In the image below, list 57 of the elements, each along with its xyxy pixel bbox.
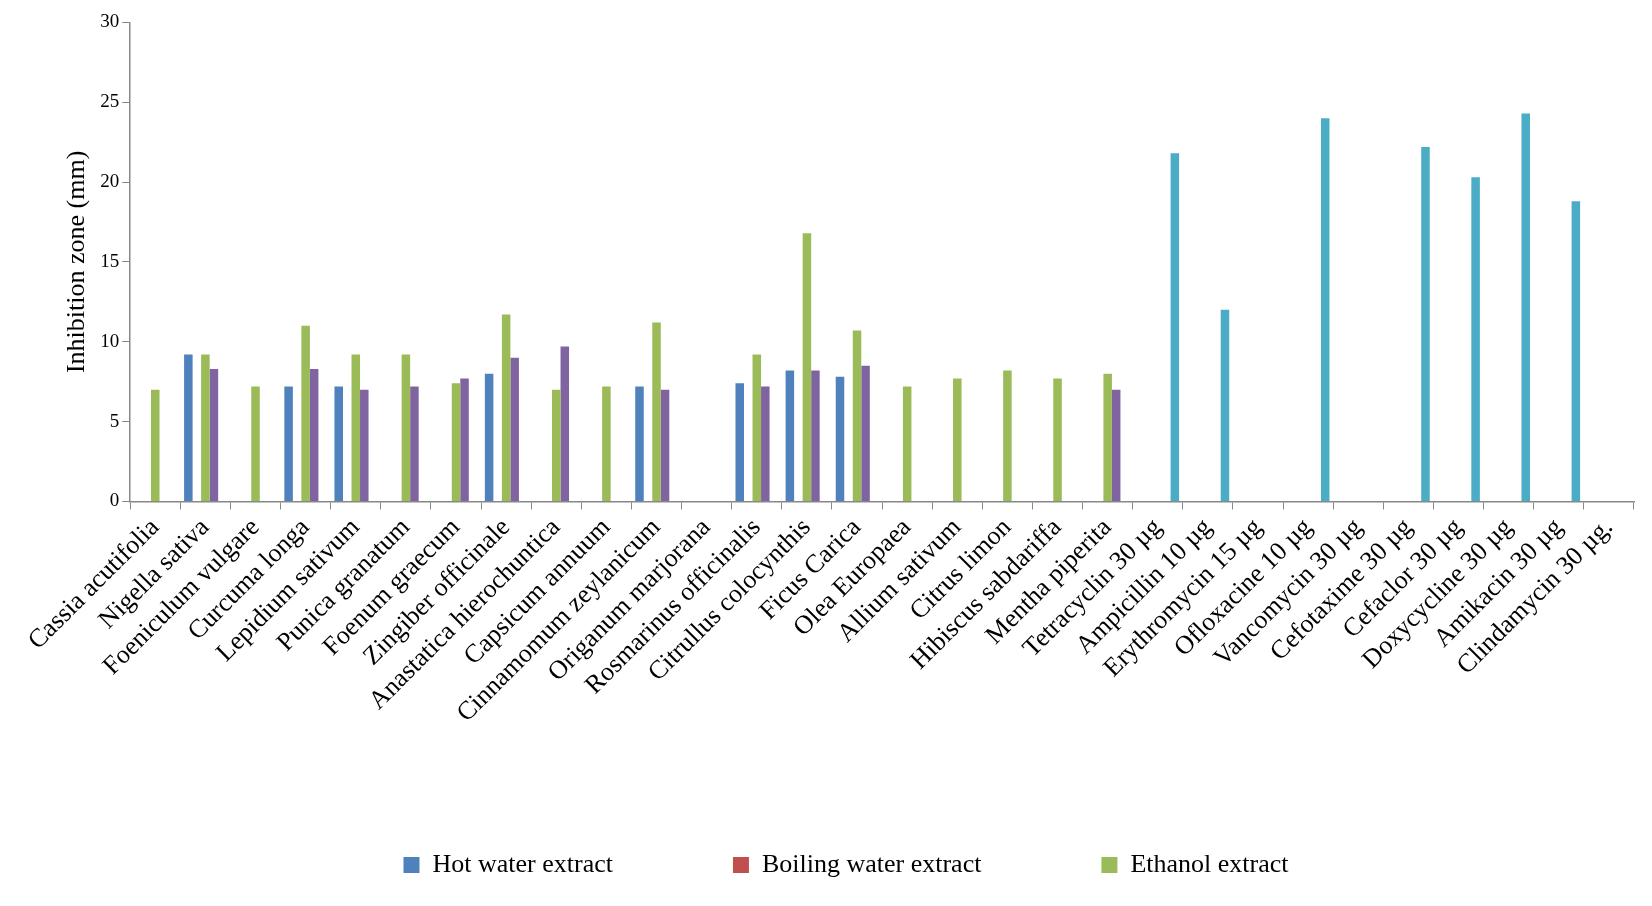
bar [501,314,511,501]
bar [460,378,469,501]
bar [652,322,661,501]
y-tick-label: 25 [100,90,120,112]
bar [1111,389,1121,501]
bar [1421,146,1430,501]
legend-label: Ethanol extract [1130,848,1290,878]
bar [1471,177,1480,501]
y-tick-label: 20 [100,170,120,192]
bar [752,354,762,501]
bar [1170,153,1180,501]
bar [953,378,962,501]
bar [761,386,770,501]
bar [151,389,160,501]
bar [410,386,419,501]
y-tick-label: 5 [109,409,120,431]
y-tick-label: 0 [109,489,120,511]
y-tick-label: 10 [100,329,120,351]
bar [209,368,219,501]
bar [660,389,670,501]
bar [351,354,361,501]
bar [861,365,870,501]
bar [284,386,293,501]
bar [1103,373,1112,501]
bar [1521,113,1530,501]
bar [1003,370,1012,501]
bar [334,386,343,501]
bar [785,370,795,501]
bar [1220,309,1230,501]
bar [1320,118,1330,501]
y-axis-title: Inhibition zone (mm) [61,150,91,374]
bar [552,389,561,501]
bar [835,376,845,501]
y-tick-label: 15 [100,249,120,271]
bar [401,354,411,501]
bar [602,386,611,501]
bar [1571,201,1581,501]
bar [1053,378,1062,501]
bar [184,354,193,501]
bar [251,386,260,501]
bar [635,386,644,501]
bar [735,383,744,501]
legend-label: Hot water extract [432,848,614,878]
bar [811,370,820,501]
bar [301,325,310,501]
y-tick-label: 30 [100,10,120,32]
bar [309,368,319,501]
bar [560,346,570,501]
bar [510,357,519,501]
bar [201,354,210,501]
bar [902,386,912,501]
bar [484,373,494,501]
bar [852,330,862,501]
bar [451,383,461,501]
legend-label: Boiling water extract [761,848,983,878]
bar [802,233,812,501]
bar [360,389,369,501]
